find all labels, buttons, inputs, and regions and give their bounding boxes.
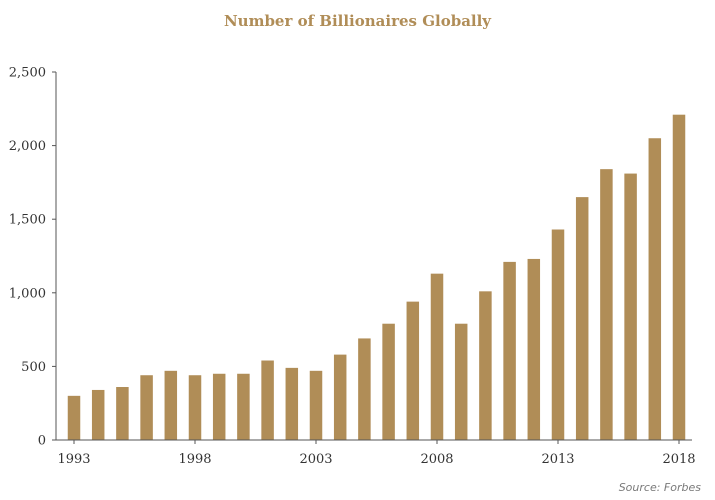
y-axis: 0 500 1,000 1,500 2,000 2,500 — [9, 66, 57, 449]
bar-2013 — [551, 229, 565, 440]
bar-1996 — [140, 375, 153, 440]
bar-1999 — [212, 373, 226, 440]
y-tick-label: 2,000 — [9, 139, 46, 154]
y-tick-label: 500 — [21, 360, 46, 375]
bar-2005 — [358, 338, 371, 440]
bar-2017 — [648, 138, 662, 441]
bar-2000 — [237, 373, 250, 440]
y-tick-label: 2,500 — [9, 66, 46, 81]
bar-1994 — [91, 389, 105, 440]
x-axis: 1993 1998 2003 2008 2013 2018 — [56, 439, 696, 467]
bar-2003 — [309, 370, 323, 440]
bar-2006 — [382, 323, 395, 440]
y-tick-label: 0 — [38, 434, 46, 449]
source-note: Source: Forbes — [618, 481, 701, 494]
x-tick-label: 2003 — [299, 452, 332, 467]
bar-1993 — [67, 395, 81, 440]
bar-2004 — [333, 354, 347, 440]
bar-2010 — [479, 291, 492, 440]
x-tick-label: 2008 — [420, 452, 453, 467]
bars-group — [67, 114, 686, 441]
bar-2012 — [527, 258, 541, 440]
bar-2018 — [672, 114, 686, 440]
y-tick-label: 1,000 — [9, 286, 46, 301]
bar-2001 — [261, 360, 274, 440]
bar-1997 — [164, 370, 178, 440]
bar-2015 — [600, 169, 613, 440]
bar-2002 — [285, 367, 299, 440]
x-tick-label: 1998 — [178, 452, 211, 467]
bar-2016 — [624, 173, 637, 440]
bar-1995 — [116, 387, 129, 440]
bar-2014 — [575, 197, 589, 440]
bar-2009 — [454, 323, 468, 440]
bar-2011 — [503, 261, 516, 440]
chart-title: Number of Billionaires Globally — [223, 12, 492, 30]
x-tick-label: 2018 — [662, 452, 695, 467]
bar-2008 — [430, 273, 444, 440]
x-tick-label: 2013 — [541, 452, 574, 467]
bar-1998 — [188, 375, 202, 440]
bar-2007 — [406, 301, 420, 440]
y-tick-label: 1,500 — [9, 213, 46, 228]
x-tick-label: 1993 — [57, 452, 90, 467]
